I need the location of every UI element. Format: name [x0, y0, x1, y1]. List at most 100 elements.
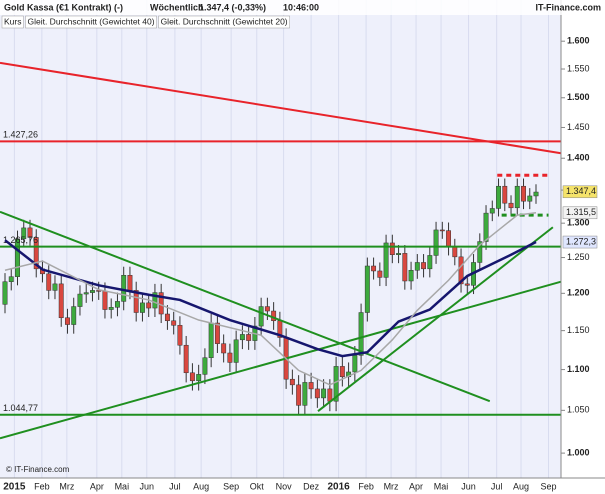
candle-body: [90, 290, 95, 293]
candle-body: [108, 307, 114, 310]
candle-body: [421, 262, 427, 270]
candle-body: [233, 339, 239, 363]
x-tick-label: Mai: [434, 481, 449, 491]
candle-body: [227, 352, 233, 363]
header-bar: [0, 0, 605, 15]
brand: IT-Finance.com: [535, 2, 601, 12]
ma-tag: 1.272,3: [566, 236, 596, 246]
candle-body: [221, 343, 227, 354]
title: Gold Kassa (€1 Kontrakt) (-): [4, 2, 123, 12]
candle-body: [527, 195, 533, 202]
y-tick-label: 1.400: [567, 153, 590, 163]
candle-body: [77, 293, 83, 307]
y-tick-label: 1.100: [567, 364, 590, 374]
y-tick-label: 1.550: [567, 63, 590, 73]
candle-body: [383, 242, 389, 278]
candle-body: [8, 276, 14, 282]
candle-body: [458, 256, 464, 285]
x-tick-label: Sep: [540, 481, 556, 491]
candle-body: [433, 229, 439, 256]
legend-entry: Gleit. Durchschnitt (Gewichtet 40): [27, 16, 154, 26]
candle-body: [427, 255, 433, 270]
candle-body: [271, 310, 277, 322]
candle-body: [327, 388, 333, 402]
x-tick-label: Feb: [358, 481, 374, 491]
candle-body: [477, 241, 483, 263]
candle-body: [408, 270, 414, 282]
y-tick-label: 1.600: [567, 36, 590, 46]
x-tick-label: Mai: [115, 481, 130, 491]
candle-body: [196, 374, 202, 382]
quote: 1.347,4 (-0,33%): [199, 2, 266, 12]
time: 10:46:00: [283, 2, 319, 12]
candle-body: [339, 366, 345, 378]
candle-body: [371, 265, 377, 272]
candle-body: [146, 302, 152, 309]
x-tick-label: Mrz: [59, 481, 74, 491]
moving-average: [4, 212, 537, 386]
ma-tag-box: [562, 235, 598, 249]
x-tick-label: 2015: [3, 482, 26, 493]
candle-body: [33, 237, 39, 270]
candle-body: [208, 322, 214, 358]
candle-body: [83, 292, 89, 295]
candle-body: [402, 253, 408, 282]
y-tick-label: 1.000: [567, 447, 590, 457]
candle-body: [139, 302, 145, 313]
candle-body: [214, 322, 220, 344]
price-tag: 1.347,4: [566, 186, 596, 196]
candle-body: [264, 306, 270, 312]
x-tick-label: Aug: [193, 481, 209, 491]
y-tick-label: 1.500: [567, 92, 590, 102]
level-label: 1.427,26: [3, 130, 38, 140]
candle-body: [496, 185, 501, 209]
candle-body: [171, 320, 177, 326]
y-tick-label: 1.050: [567, 405, 590, 415]
candle-body: [71, 306, 77, 325]
x-tick-label: Apr: [409, 481, 423, 491]
x-tick-label: Jun: [461, 481, 476, 491]
candle-body: [314, 388, 320, 399]
trend-line: [0, 61, 562, 155]
candle-body: [296, 384, 302, 406]
price-tag-box: [562, 185, 598, 199]
candle-body: [464, 283, 470, 286]
candle-body: [533, 191, 539, 197]
candle-body: [358, 312, 364, 356]
x-tick-label: Aug: [513, 481, 529, 491]
legend-entry: Gleit. Durchschnitt (Gewichtet 20): [161, 16, 288, 26]
candle-body: [15, 238, 20, 277]
trend-line: [317, 226, 554, 412]
y-tick-label: 1.250: [567, 252, 590, 262]
period: Wöchentlich: [150, 2, 204, 12]
candle-body: [27, 227, 33, 238]
y-tick-label: 1.150: [567, 325, 590, 335]
candle-body: [302, 382, 308, 406]
candle-body: [114, 301, 120, 308]
candle-body: [2, 281, 8, 305]
y-tick-label: 1.450: [567, 122, 590, 132]
candle-body: [521, 185, 526, 202]
legend-entry-box: [1, 15, 24, 29]
plot-background: [0, 0, 561, 478]
candle-body: [133, 290, 139, 313]
x-tick-label: Okt: [250, 481, 265, 491]
candle-body: [514, 185, 520, 209]
candle-body: [364, 265, 370, 313]
ma-tag: 1.315,5: [566, 207, 596, 217]
candle-body: [177, 325, 183, 346]
candle-body: [308, 382, 314, 390]
x-tick-label: Jul: [169, 481, 181, 491]
legend-entry-box: [158, 15, 290, 29]
moving-average: [4, 239, 537, 358]
candle-body: [102, 290, 108, 310]
candle-body: [321, 388, 327, 399]
candle-body: [439, 229, 445, 232]
x-tick-label: Apr: [90, 481, 104, 491]
x-tick-label: Sep: [223, 481, 239, 491]
candle-body: [377, 270, 383, 278]
legend-entry-box: [25, 15, 157, 29]
candle-body: [246, 334, 252, 341]
trend-line: [0, 280, 562, 440]
